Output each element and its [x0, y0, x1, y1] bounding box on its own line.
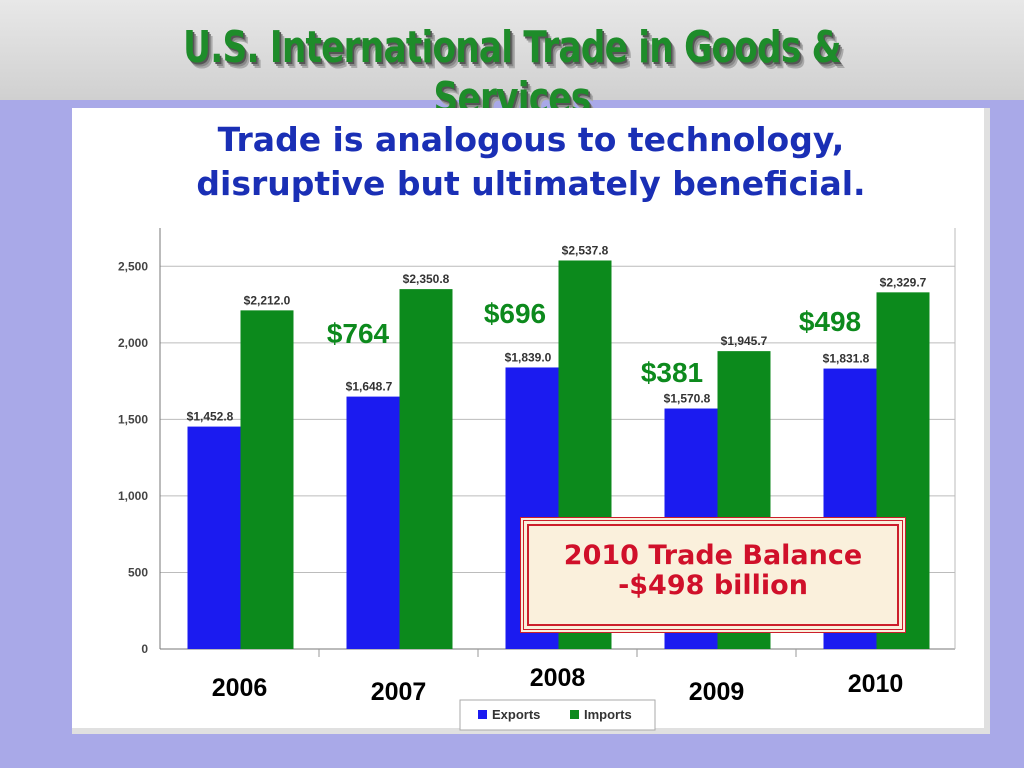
- x-tick-label: 2006: [212, 674, 268, 702]
- data-label: $1,839.0: [505, 350, 552, 364]
- x-tick-label: 2009: [689, 678, 745, 706]
- data-label: $1,648.7: [346, 380, 393, 394]
- exports-bar: [346, 396, 400, 649]
- subtitle-line-1: Trade is analogous to technology,: [217, 120, 845, 159]
- y-tick-label: 500: [128, 565, 148, 579]
- legend-swatch: [570, 710, 579, 719]
- title-band: [0, 0, 1024, 100]
- slide-subtitle: Trade is analogous to technology, disrup…: [72, 118, 990, 206]
- trade-balance-callout: 2010 Trade Balance -$498 billion: [520, 517, 906, 633]
- data-label: $1,831.8: [823, 352, 870, 366]
- data-label: $1,452.8: [187, 410, 234, 424]
- y-tick-label: 2,000: [118, 336, 148, 350]
- data-label: $2,537.8: [562, 243, 609, 257]
- legend-label: Exports: [492, 707, 540, 722]
- slide-title: U.S. International Trade in Goods & Serv…: [183, 22, 841, 124]
- legend-box: [459, 699, 656, 731]
- data-label: $2,212.0: [244, 293, 291, 307]
- exports-bar: [187, 426, 241, 649]
- deficit-label: $696: [484, 298, 546, 329]
- y-tick-label: 1,000: [118, 489, 148, 503]
- legend-label: Imports: [584, 707, 632, 722]
- data-label: $1,570.8: [664, 392, 711, 406]
- subtitle-line-2: disruptive but ultimately beneficial.: [196, 164, 866, 203]
- callout-line-1: 2010 Trade Balance: [563, 540, 863, 571]
- y-tick-label: 0: [141, 642, 148, 656]
- x-tick-label: 2007: [371, 678, 427, 706]
- deficit-label: $764: [327, 318, 390, 349]
- x-tick-label: 2010: [848, 670, 904, 698]
- data-label: $2,350.8: [403, 272, 450, 286]
- deficit-label: $498: [799, 306, 861, 337]
- imports-bar: [399, 289, 453, 649]
- y-tick-label: 2,500: [118, 259, 148, 273]
- callout-line-2: -$498 billion: [618, 570, 808, 601]
- y-tick-label: 1,500: [118, 412, 148, 426]
- legend-swatch: [478, 710, 487, 719]
- imports-bar: [240, 310, 294, 649]
- x-tick-label: 2008: [530, 664, 586, 692]
- data-label: $1,945.7: [721, 334, 768, 348]
- data-label: $2,329.7: [880, 275, 927, 289]
- deficit-label: $381: [641, 357, 703, 388]
